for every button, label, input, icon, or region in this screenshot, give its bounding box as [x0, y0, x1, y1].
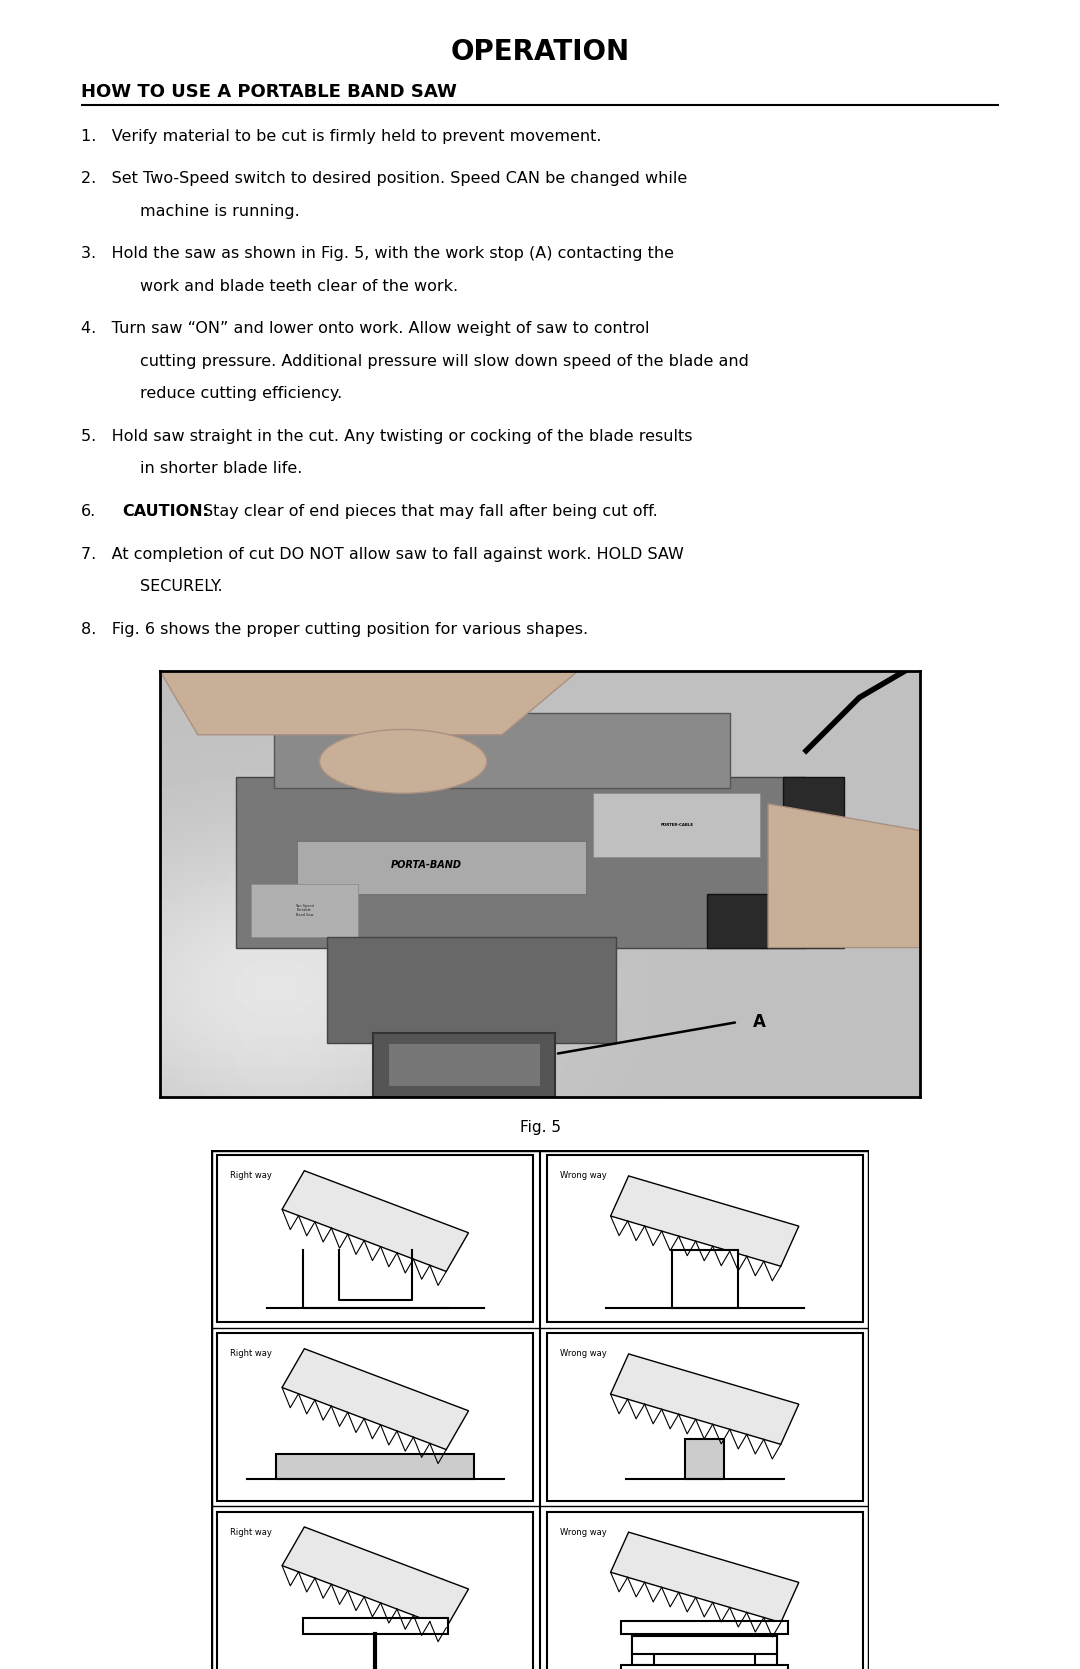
Text: OPERATION: OPERATION — [450, 38, 630, 67]
Bar — [217, 1512, 534, 1669]
Text: 8.   Fig. 6 shows the proper cutting position for various shapes.: 8. Fig. 6 shows the proper cutting posit… — [81, 621, 589, 636]
Bar — [755, 1626, 778, 1664]
Text: 9: 9 — [535, 1627, 545, 1642]
Polygon shape — [610, 1177, 799, 1267]
Polygon shape — [160, 671, 578, 734]
Bar — [388, 1043, 540, 1087]
Polygon shape — [282, 1527, 469, 1627]
Text: 6.: 6. — [81, 504, 96, 519]
Bar — [546, 1334, 863, 1500]
Bar — [217, 1155, 534, 1322]
Text: SECURELY.: SECURELY. — [140, 579, 224, 594]
Bar — [593, 793, 760, 858]
Text: Stay clear of end pieces that may fall after being cut off.: Stay clear of end pieces that may fall a… — [203, 504, 658, 519]
Text: Right way: Right way — [230, 1172, 272, 1180]
Polygon shape — [327, 936, 616, 1043]
Polygon shape — [282, 1349, 469, 1450]
Text: Right way: Right way — [230, 1527, 272, 1537]
Text: 4.   Turn saw “ON” and lower onto work. Allow weight of saw to control: 4. Turn saw “ON” and lower onto work. Al… — [81, 320, 649, 335]
Polygon shape — [707, 778, 845, 948]
Text: 3.   Hold the saw as shown in Fig. 5, with the work stop (A) contacting the: 3. Hold the saw as shown in Fig. 5, with… — [81, 245, 674, 260]
Text: reduce cutting efficiency.: reduce cutting efficiency. — [140, 386, 342, 401]
Bar — [217, 1334, 534, 1500]
Text: machine is running.: machine is running. — [140, 204, 300, 219]
Text: 2.   Set Two-Speed switch to desired position. Speed CAN be changed while: 2. Set Two-Speed switch to desired posit… — [81, 172, 687, 185]
Bar — [685, 1439, 725, 1479]
Text: A: A — [753, 1013, 766, 1031]
Text: CAUTION:: CAUTION: — [122, 504, 210, 519]
Bar — [302, 1619, 448, 1634]
Bar — [373, 1033, 555, 1097]
Bar — [632, 1636, 778, 1654]
Bar — [276, 1454, 474, 1479]
Polygon shape — [282, 1170, 469, 1272]
Polygon shape — [235, 778, 806, 948]
Text: work and blade teeth clear of the work.: work and blade teeth clear of the work. — [140, 279, 459, 294]
Bar — [297, 841, 585, 895]
Polygon shape — [768, 804, 920, 948]
Bar — [546, 1512, 863, 1669]
Text: 7.   At completion of cut DO NOT allow saw to fall against work. HOLD SAW: 7. At completion of cut DO NOT allow saw… — [81, 546, 684, 561]
Polygon shape — [274, 713, 730, 788]
Text: Wrong way: Wrong way — [559, 1527, 607, 1537]
Text: Wrong way: Wrong way — [559, 1172, 607, 1180]
Text: PORTA-BAND: PORTA-BAND — [391, 860, 461, 870]
Text: 5.   Hold saw straight in the cut. Any twisting or cocking of the blade results: 5. Hold saw straight in the cut. Any twi… — [81, 429, 692, 444]
Ellipse shape — [320, 729, 487, 793]
Text: cutting pressure. Additional pressure will slow down speed of the blade and: cutting pressure. Additional pressure wi… — [140, 354, 750, 369]
Text: HOW TO USE A PORTABLE BAND SAW: HOW TO USE A PORTABLE BAND SAW — [81, 83, 457, 102]
Bar — [672, 1250, 738, 1308]
Bar — [621, 1664, 788, 1669]
Text: 1.   Verify material to be cut is firmly held to prevent movement.: 1. Verify material to be cut is firmly h… — [81, 129, 602, 144]
Polygon shape — [610, 1354, 799, 1444]
Text: Wrong way: Wrong way — [559, 1349, 607, 1359]
Bar — [251, 883, 357, 936]
Bar — [621, 1621, 788, 1634]
Polygon shape — [610, 1532, 799, 1622]
Text: Fig. 5: Fig. 5 — [519, 1120, 561, 1135]
Text: PORTER-CABLE: PORTER-CABLE — [660, 823, 693, 828]
Text: Two Speed
Portable
Band Saw: Two Speed Portable Band Saw — [295, 903, 313, 916]
Bar — [632, 1626, 654, 1664]
Text: in shorter blade life.: in shorter blade life. — [140, 461, 302, 476]
Bar — [546, 1155, 863, 1322]
Text: Right way: Right way — [230, 1349, 272, 1359]
